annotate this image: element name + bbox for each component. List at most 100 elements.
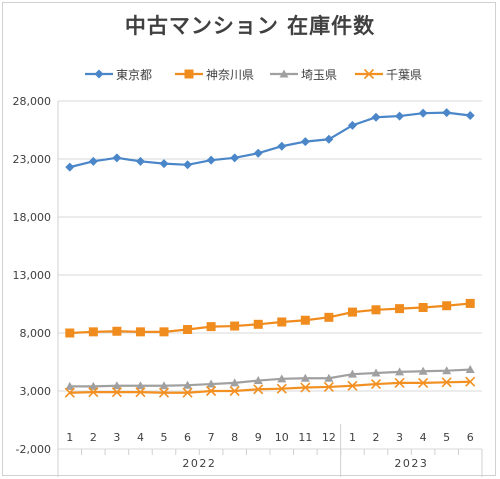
y-tick-label: 23,000	[13, 153, 52, 166]
data-point	[135, 387, 146, 398]
data-point	[418, 366, 428, 375]
x-tick-label: 2	[90, 431, 97, 444]
x-tick-label: 5	[161, 431, 168, 444]
data-point	[88, 381, 98, 390]
data-point	[159, 381, 169, 390]
x-tick-label: 7	[208, 431, 215, 444]
data-point	[277, 374, 287, 383]
legend-swatch	[270, 69, 298, 78]
data-point	[418, 108, 428, 118]
data-point	[206, 155, 216, 165]
data-point	[442, 301, 452, 311]
x-tick-label: 4	[137, 431, 144, 444]
x-tick-label: 6	[184, 431, 191, 444]
data-point	[183, 160, 193, 170]
x-tick-label: 4	[420, 431, 427, 444]
y-tick-label: 3,000	[20, 385, 52, 398]
x-tick-label: 1	[66, 431, 73, 444]
data-point	[394, 377, 405, 388]
data-point	[395, 367, 405, 376]
data-point	[300, 137, 310, 147]
x-tick-label: 1	[349, 431, 356, 444]
data-point	[253, 148, 263, 158]
legend-swatch	[85, 69, 113, 79]
data-point	[65, 162, 75, 172]
data-point	[64, 387, 75, 398]
series-line	[69, 302, 471, 335]
legend-swatch	[175, 69, 203, 79]
data-point	[88, 387, 99, 398]
legend-item: 埼玉県	[270, 65, 337, 83]
x-tick-label: 2	[373, 431, 380, 444]
legend-label: 千葉県	[386, 67, 423, 82]
x-tick-label: 10	[275, 431, 289, 444]
data-point	[206, 322, 216, 332]
data-point	[347, 307, 357, 317]
series-line	[69, 368, 471, 388]
data-point	[371, 368, 381, 377]
legend-swatch	[355, 68, 383, 80]
data-point	[418, 302, 428, 312]
legend-marker	[184, 69, 194, 79]
data-point	[206, 379, 216, 388]
legend-label: 神奈川県	[206, 67, 255, 82]
data-point	[441, 377, 452, 388]
data-point	[159, 327, 169, 337]
x-tick-label: 3	[396, 431, 403, 444]
legend-item: 東京都	[85, 65, 152, 83]
data-point	[253, 384, 264, 395]
chart-title: 中古マンション 在庫件数	[124, 14, 376, 38]
data-point	[229, 385, 240, 397]
data-point	[371, 112, 381, 122]
legend-marker	[279, 69, 289, 78]
x-tick-label: 3	[113, 431, 120, 444]
x-tick-label: 11	[298, 431, 312, 444]
data-point	[370, 378, 382, 390]
data-point	[300, 315, 310, 325]
data-point	[112, 326, 122, 336]
data-point	[206, 385, 217, 397]
series-line	[69, 380, 471, 394]
y-tick-label: 28,000	[13, 95, 52, 108]
data-point	[111, 387, 122, 398]
data-point	[324, 134, 334, 144]
data-point	[135, 156, 145, 166]
data-point	[253, 376, 263, 385]
data-point	[371, 305, 381, 315]
chart-frame	[2, 2, 496, 476]
x-tick-label: 5	[443, 431, 450, 444]
year-label: 2023	[394, 457, 428, 470]
data-point	[65, 381, 75, 390]
legend-item: 神奈川県	[175, 65, 254, 83]
legend: 東京都 神奈川県 埼玉県 千葉県	[0, 65, 500, 83]
legend-label: 東京都	[116, 67, 153, 82]
data-point	[88, 156, 98, 166]
data-point	[395, 304, 405, 314]
data-point	[277, 317, 287, 327]
data-point	[442, 366, 452, 375]
data-point	[395, 111, 405, 121]
data-point	[300, 382, 311, 393]
data-point	[347, 380, 358, 391]
data-point	[347, 369, 357, 378]
data-point	[230, 153, 240, 163]
data-point	[300, 373, 310, 382]
x-tick-label: 12	[322, 431, 336, 444]
data-point	[323, 381, 334, 393]
y-tick-label: 8,000	[20, 327, 52, 340]
data-point	[418, 377, 429, 388]
data-point	[135, 381, 145, 390]
data-point	[253, 319, 263, 329]
legend-item: 千葉県	[355, 65, 422, 83]
data-point	[65, 328, 75, 338]
data-point	[158, 387, 170, 398]
data-point	[465, 376, 476, 387]
data-point	[465, 111, 475, 120]
year-label: 2022	[182, 457, 216, 470]
data-point	[182, 387, 193, 398]
data-point	[112, 153, 122, 163]
data-point	[159, 159, 169, 169]
data-point	[465, 365, 475, 374]
data-point	[324, 312, 334, 322]
